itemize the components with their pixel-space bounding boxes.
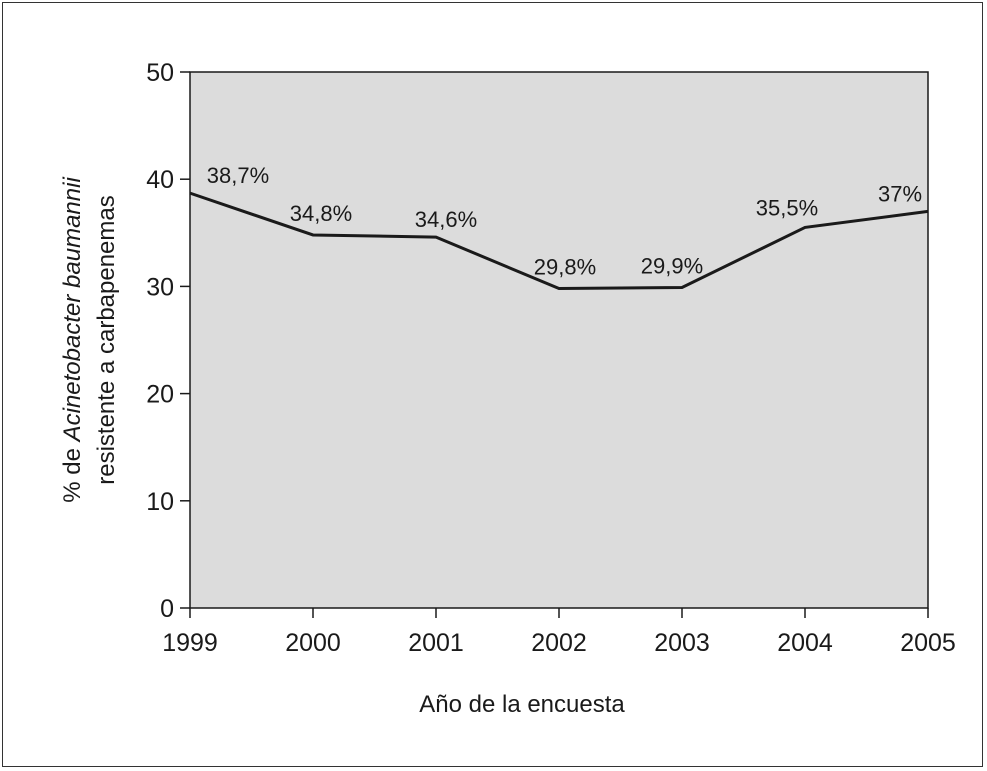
y-tick-label: 20 xyxy=(146,381,174,409)
data-labels: 38,7% 34,8% 34,6% 29,8% 29,9% 35,5% 37% xyxy=(207,163,922,279)
y-tick-label: 30 xyxy=(146,273,174,301)
y-tick-label: 10 xyxy=(146,488,174,516)
data-label: 29,9% xyxy=(641,253,703,278)
plot-area xyxy=(189,71,929,609)
y-axis: 0 10 20 30 40 50 xyxy=(146,59,190,623)
x-tick-label: 2003 xyxy=(654,629,710,657)
x-tick-label: 1999 xyxy=(162,629,218,657)
y-axis-title-prefix: % de xyxy=(59,441,86,502)
data-label: 34,8% xyxy=(290,201,352,226)
data-label: 29,8% xyxy=(534,255,596,280)
x-tick-label: 2004 xyxy=(777,629,833,657)
y-tick-label: 40 xyxy=(146,166,174,194)
data-label: 34,6% xyxy=(415,207,477,232)
series-line xyxy=(189,191,929,291)
x-tick-label: 2001 xyxy=(408,629,464,657)
data-label: 35,5% xyxy=(756,195,818,220)
x-tick-label: 2005 xyxy=(900,629,956,657)
y-tick-label: 50 xyxy=(146,59,174,87)
data-label: 37% xyxy=(878,181,922,206)
y-axis-title-species: Acinetobacter baumannii xyxy=(59,177,86,444)
x-tick-label: 2002 xyxy=(531,629,587,657)
y-axis-title-line1: % de Acinetobacter baumannii xyxy=(59,177,86,503)
x-tick-label: 2000 xyxy=(285,629,341,657)
x-axis-title: Año de la encuesta xyxy=(419,691,625,718)
x-axis: 1999 2000 2001 2002 2003 2004 2005 xyxy=(162,608,956,657)
y-axis-title: % de Acinetobacter baumannii resistente … xyxy=(59,177,120,503)
data-label: 38,7% xyxy=(207,163,269,188)
y-tick-label: 0 xyxy=(160,595,174,623)
y-axis-title-line2: resistente a carbapenemas xyxy=(93,195,120,485)
